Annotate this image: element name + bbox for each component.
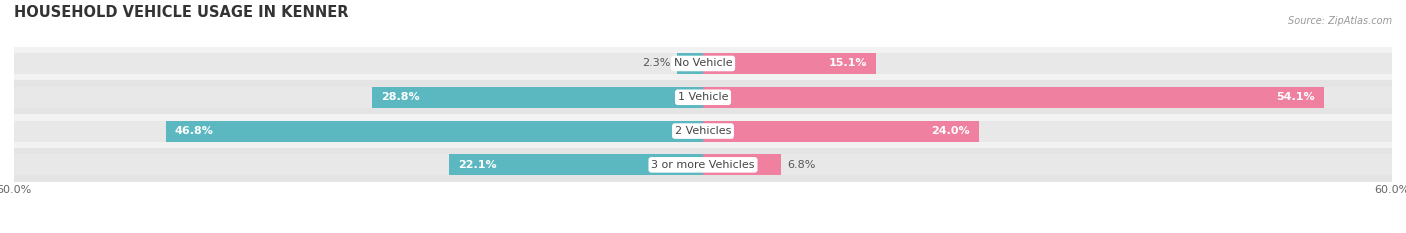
Text: 6.8%: 6.8% [787,160,815,170]
Bar [373,87,703,108]
Text: 46.8%: 46.8% [174,126,214,136]
Bar [703,87,1392,108]
Bar [14,47,1392,80]
Text: 1 Vehicle: 1 Vehicle [678,92,728,102]
Text: 2.3%: 2.3% [643,58,671,69]
Bar [14,87,703,108]
Text: HOUSEHOLD VEHICLE USAGE IN KENNER: HOUSEHOLD VEHICLE USAGE IN KENNER [14,5,349,20]
Text: Source: ZipAtlas.com: Source: ZipAtlas.com [1288,16,1392,26]
Bar [14,114,1392,148]
Text: 24.0%: 24.0% [931,126,969,136]
Bar [703,87,1324,108]
Bar [703,53,876,74]
Bar [703,121,1392,141]
Bar [166,121,703,141]
Bar [703,154,1392,175]
Text: No Vehicle: No Vehicle [673,58,733,69]
Text: 28.8%: 28.8% [381,92,420,102]
Text: 15.1%: 15.1% [828,58,868,69]
Bar [450,154,703,175]
Text: 22.1%: 22.1% [458,160,498,170]
Bar [703,53,1392,74]
Text: 54.1%: 54.1% [1277,92,1315,102]
Bar [14,80,1392,114]
Bar [676,53,703,74]
Bar [14,148,1392,182]
Text: 3 or more Vehicles: 3 or more Vehicles [651,160,755,170]
Text: 2 Vehicles: 2 Vehicles [675,126,731,136]
Bar [703,121,979,141]
Bar [14,121,703,141]
Bar [14,53,703,74]
Bar [14,154,703,175]
Bar [703,154,782,175]
